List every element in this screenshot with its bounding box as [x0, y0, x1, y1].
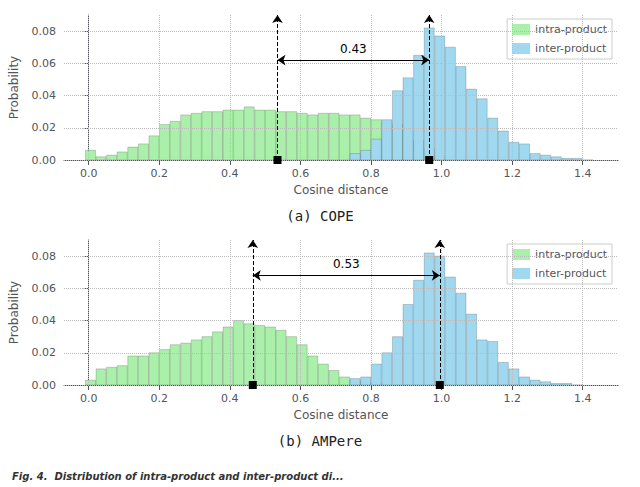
svg-text:0.08: 0.08: [32, 25, 57, 38]
svg-text:0.8: 0.8: [362, 167, 380, 180]
svg-text:Cosine distance: Cosine distance: [294, 408, 389, 422]
svg-text:0.2: 0.2: [151, 167, 169, 180]
svg-text:1.2: 1.2: [503, 167, 521, 180]
svg-text:0.6: 0.6: [292, 167, 310, 180]
svg-text:intra-product: intra-product: [535, 248, 608, 261]
svg-text:inter-product: inter-product: [535, 42, 607, 55]
svg-text:0.6: 0.6: [292, 392, 310, 405]
svg-text:1.0: 1.0: [433, 392, 451, 405]
svg-text:intra-product: intra-product: [535, 23, 608, 36]
svg-text:0.8: 0.8: [362, 392, 380, 405]
svg-text:0.4: 0.4: [221, 167, 239, 180]
svg-text:0.43: 0.43: [340, 42, 367, 56]
svg-text:0.08: 0.08: [32, 250, 57, 263]
svg-text:Probability: Probability: [7, 56, 21, 119]
svg-text:0.04: 0.04: [32, 314, 57, 327]
svg-text:0.06: 0.06: [32, 57, 57, 70]
svg-text:1.4: 1.4: [574, 392, 592, 405]
svg-text:0.00: 0.00: [32, 379, 57, 392]
svg-text:(a) COPE: (a) COPE: [286, 208, 353, 224]
svg-text:Cosine distance: Cosine distance: [294, 183, 389, 197]
svg-text:0.02: 0.02: [32, 121, 57, 134]
svg-text:0.2: 0.2: [151, 392, 169, 405]
svg-text:(b) AMPere: (b) AMPere: [278, 433, 362, 449]
svg-text:1.2: 1.2: [503, 392, 521, 405]
svg-text:0.04: 0.04: [32, 89, 57, 102]
svg-text:1.0: 1.0: [433, 167, 451, 180]
svg-text:Fig. 4. Distribution of intra: Fig. 4. Distribution of intra-product an…: [12, 471, 344, 482]
svg-text:0.4: 0.4: [221, 392, 239, 405]
svg-text:0.53: 0.53: [333, 257, 360, 271]
svg-text:inter-product: inter-product: [535, 267, 607, 280]
svg-text:Probability: Probability: [7, 281, 21, 344]
svg-text:0.0: 0.0: [80, 392, 98, 405]
svg-text:0.02: 0.02: [32, 346, 57, 359]
svg-text:0.00: 0.00: [32, 154, 57, 167]
svg-text:0.06: 0.06: [32, 282, 57, 295]
svg-text:1.4: 1.4: [574, 167, 592, 180]
svg-text:0.0: 0.0: [80, 167, 98, 180]
